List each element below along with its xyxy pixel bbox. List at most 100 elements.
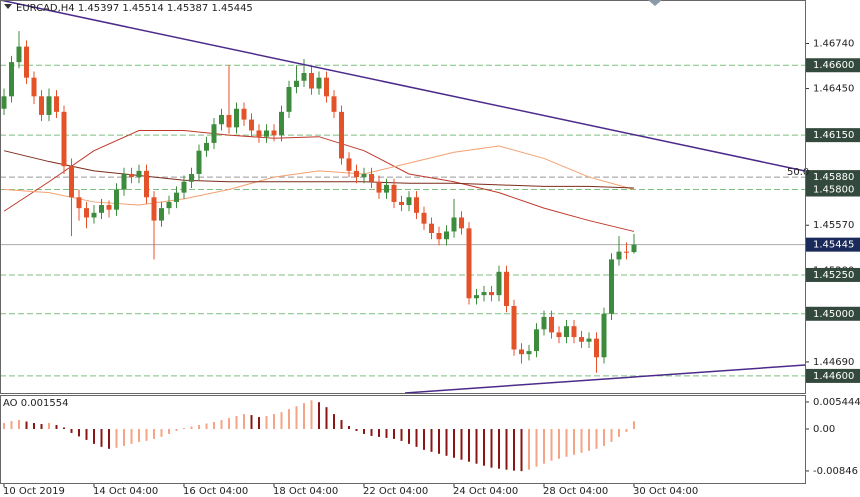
candle-body — [504, 271, 509, 307]
level-label: 1.45880 — [813, 172, 854, 183]
candle-body — [241, 108, 247, 120]
level-label: 1.46600 — [813, 60, 854, 71]
candle-body — [361, 173, 367, 178]
candle-body — [429, 223, 434, 234]
candle-body — [496, 271, 502, 296]
candle-body — [436, 233, 442, 240]
candle-body — [474, 295, 479, 299]
x-tick-label: 18 Oct 04:00 — [273, 486, 338, 497]
candle-body — [219, 114, 224, 125]
y-tick-label: 1.46740 — [813, 38, 854, 49]
candle-body — [181, 181, 187, 193]
candle-body — [376, 181, 382, 193]
trend-line — [0, 0, 806, 172]
candle-body — [54, 96, 59, 112]
candle-body — [286, 86, 292, 112]
indicator-y-tick-label: -0.00846 — [813, 466, 858, 477]
moving-average — [3, 150, 635, 189]
level-label: 1.45800 — [813, 185, 854, 196]
candle-body — [256, 130, 262, 137]
candle-body — [519, 349, 524, 355]
candle-body — [466, 228, 472, 299]
candle-body — [196, 150, 202, 174]
indicator-y-tick-label: 0.00 — [813, 424, 835, 435]
candle-body — [421, 212, 427, 224]
candle-body — [346, 158, 352, 171]
candle-body — [46, 96, 52, 115]
menu-arrow[interactable] — [4, 4, 12, 9]
level-box — [806, 368, 860, 383]
indicator-y-tick-label: 0.005444 — [813, 397, 860, 408]
y-tick-label: 1.44690 — [813, 357, 854, 368]
plot-area: 1.467401.464501.461501.455701.452801.446… — [0, 31, 860, 497]
level-label: 1.45250 — [813, 270, 854, 281]
y-tick-label: 1.46450 — [813, 84, 854, 95]
candle-body — [204, 142, 209, 151]
candle-body — [1, 96, 7, 109]
level-box — [806, 128, 860, 143]
candle-body — [16, 46, 22, 63]
candle-body — [624, 251, 629, 253]
candle-body — [586, 338, 592, 342]
level-label: 1.45000 — [813, 309, 854, 320]
candle-body — [129, 173, 134, 178]
candle-body — [324, 77, 329, 97]
candle-body — [534, 329, 539, 352]
candle-body — [234, 108, 239, 128]
candle-body — [511, 306, 517, 350]
candle-body — [571, 326, 577, 338]
candle-body — [114, 189, 119, 210]
candle-body — [616, 251, 622, 260]
candle-body — [354, 170, 359, 178]
last-price-box — [806, 237, 860, 252]
candle-body — [489, 292, 494, 296]
candle-body — [459, 217, 464, 229]
candle-body — [76, 197, 82, 209]
candle-body — [579, 337, 584, 342]
y-tick-label: 1.45570 — [813, 220, 854, 231]
trend-line — [404, 364, 806, 394]
candle-body — [136, 170, 142, 178]
candle-body — [174, 192, 179, 202]
level-box — [806, 170, 860, 185]
candle-body — [601, 313, 607, 358]
shift-marker — [648, 0, 662, 6]
candle-body — [211, 124, 217, 143]
trend-label: 50.0 — [787, 167, 809, 178]
candle-body — [39, 96, 44, 115]
x-tick-label: 14 Oct 04:00 — [93, 486, 158, 497]
candle-body — [564, 326, 569, 338]
candle-body — [264, 130, 269, 137]
candle-body — [151, 197, 157, 221]
chart-title: EURCAD,H4 1.45397 1.45514 1.45387 1.4544… — [16, 3, 253, 14]
candle-body — [384, 184, 389, 193]
moving-average — [3, 129, 635, 232]
candle-body — [24, 46, 29, 78]
candle-body — [309, 73, 314, 89]
indicator-frame — [0, 395, 806, 484]
level-box — [806, 58, 860, 73]
level-box — [806, 182, 860, 197]
level-box — [806, 267, 860, 282]
last-price-label: 1.45445 — [813, 240, 854, 251]
candle-body — [69, 166, 74, 198]
candle-body — [609, 259, 614, 314]
indicator-title: AO 0.001554 — [3, 398, 68, 409]
level-label: 1.46150 — [813, 130, 854, 141]
candle-body — [414, 197, 419, 213]
x-tick-label: 24 Oct 04:00 — [453, 486, 518, 497]
candle-body — [31, 77, 37, 97]
x-tick-label: 22 Oct 04:00 — [363, 486, 428, 497]
candle-body — [271, 130, 277, 136]
candle-body — [399, 201, 404, 206]
candle-body — [316, 77, 322, 89]
candle-body — [279, 111, 284, 136]
candle-body — [301, 73, 307, 81]
candle-body — [594, 338, 599, 358]
candle-body — [481, 292, 487, 296]
candle-body — [99, 205, 104, 213]
candle-body — [339, 111, 344, 159]
candle-body — [226, 114, 232, 128]
candle-body — [294, 80, 299, 87]
